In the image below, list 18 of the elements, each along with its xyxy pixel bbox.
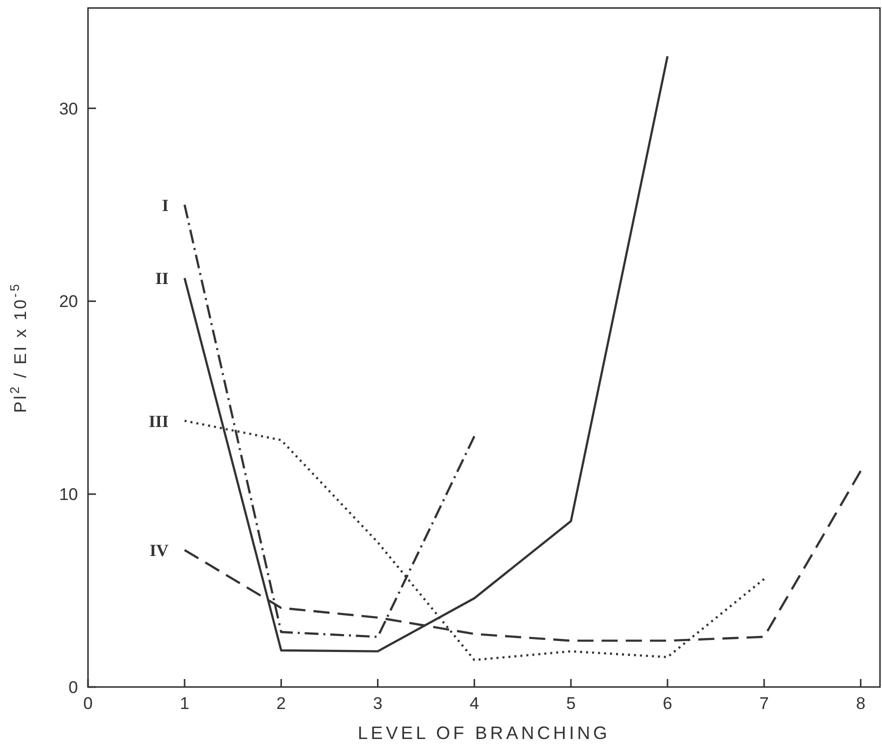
x-tick-label: 7: [759, 694, 769, 713]
x-tick-label: 5: [566, 694, 576, 713]
x-tick-label: 8: [856, 694, 866, 713]
x-tick-label: 3: [373, 694, 382, 713]
y-tick-label: 0: [68, 678, 78, 697]
y-tick-label: 10: [59, 485, 78, 504]
x-tick-label: 0: [83, 694, 93, 713]
series-label: IV: [150, 541, 170, 560]
x-tick-label: 2: [276, 694, 286, 713]
y-tick-label: 30: [59, 99, 78, 118]
x-tick-label: 6: [662, 694, 672, 713]
x-tick-label: 1: [180, 694, 190, 713]
y-tick-label: 20: [59, 292, 78, 312]
x-tick-label: 4: [470, 694, 480, 713]
x-axis-title: LEVEL OF BRANCHING: [358, 723, 610, 743]
series-label: II: [155, 269, 169, 288]
series-label: III: [148, 412, 169, 431]
series-label: I: [162, 196, 169, 215]
